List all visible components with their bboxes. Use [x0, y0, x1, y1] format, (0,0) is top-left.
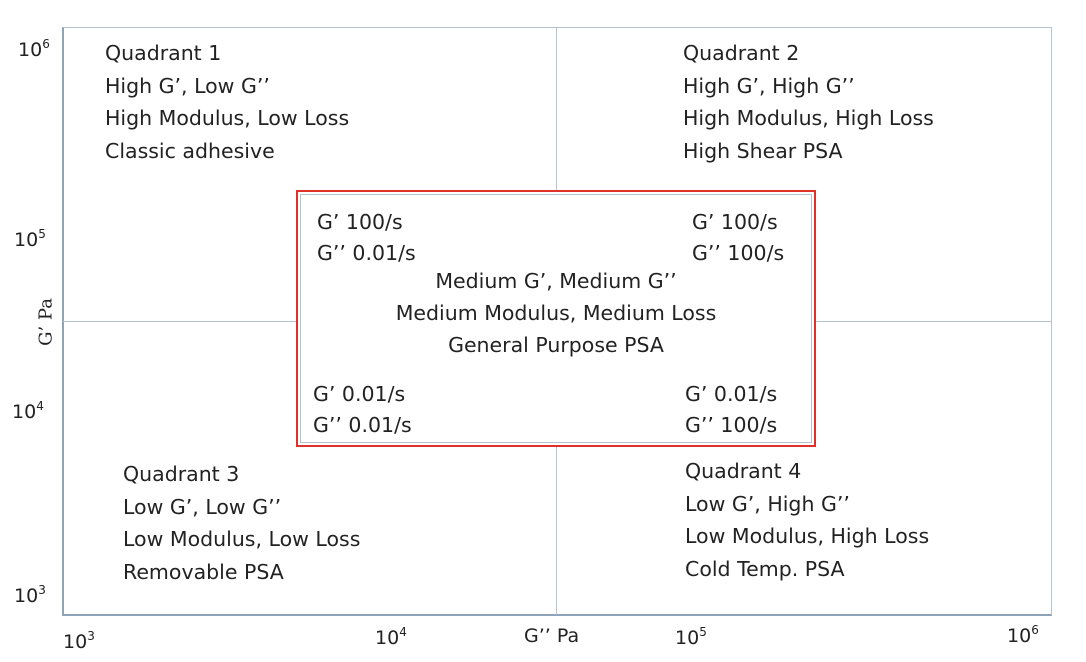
y-tick-1e5: 105: [14, 227, 46, 251]
center-top-left-text: G’ 100/s G’’ 0.01/s: [317, 207, 416, 269]
y-tick-1e4: 104: [12, 399, 44, 423]
center-bottom-right-text: G’ 0.01/s G’’ 100/s: [685, 379, 777, 441]
center-bottom-left-text: G’ 0.01/s G’’ 0.01/s: [313, 379, 412, 441]
x-tick-1e5: 105: [675, 625, 707, 649]
quadrant-3-line: Low Modulus, Low Loss: [123, 527, 361, 551]
center-top-right-text: G’ 100/s G’’ 100/s: [692, 207, 784, 269]
center-bottom-left-line: G’’ 0.01/s: [313, 413, 412, 437]
y-tick-1e3: 103: [14, 583, 46, 607]
quadrant-2-title: Quadrant 2: [683, 41, 800, 65]
x-tick-1e3: 103: [63, 629, 95, 653]
center-top-left-line: G’’ 0.01/s: [317, 241, 416, 265]
quadrant-2-line: High G’, High G’’: [683, 73, 855, 98]
center-middle-line: Medium G’, Medium G’’: [435, 269, 677, 293]
center-bottom-right-line: G’ 0.01/s: [685, 382, 778, 406]
x-axis-label: G’’ Pa: [524, 625, 580, 647]
y-axis-label: G’ Pa: [35, 298, 57, 346]
quadrant-2-text: Quadrant 2 High G’, High G’’ High Modulu…: [683, 37, 934, 167]
quadrant-1-line: High Modulus, Low Loss: [105, 106, 350, 130]
quadrant-4-line: Cold Temp. PSA: [685, 556, 845, 581]
quadrant-2-line: High Modulus, High Loss: [683, 106, 934, 130]
x-tick-1e4: 104: [375, 625, 407, 649]
quadrant-1-line: High G’, Low G’’: [105, 73, 270, 98]
center-top-right-line: G’’ 100/s: [692, 241, 785, 265]
quadrant-4-text: Quadrant 4 Low G’, High G’’ Low Modulus,…: [685, 455, 929, 585]
quadrant-3-title: Quadrant 3: [123, 462, 240, 486]
quadrant-3-line: Low G’, Low G’’: [123, 494, 282, 519]
x-tick-1e6: 106: [1007, 623, 1039, 647]
center-middle-text: Medium G’, Medium G’’ Medium Modulus, Me…: [300, 265, 812, 361]
center-bottom-right-line: G’’ 100/s: [685, 413, 778, 437]
general-purpose-region-border: [296, 190, 816, 447]
quadrant-1-title: Quadrant 1: [105, 41, 222, 65]
quadrant-4-line: Low Modulus, High Loss: [685, 524, 930, 548]
center-middle-line: General Purpose PSA: [448, 333, 664, 357]
y-tick-1e6: 106: [18, 37, 50, 61]
quadrant-4-title: Quadrant 4: [685, 459, 802, 483]
quadrant-1-line: Classic adhesive: [105, 138, 275, 163]
quadrant-4-line: Low G’, High G’’: [685, 491, 850, 516]
quadrant-1-text: Quadrant 1 High G’, Low G’’ High Modulus…: [105, 37, 349, 167]
center-top-left-line: G’ 100/s: [317, 210, 403, 234]
center-bottom-left-line: G’ 0.01/s: [313, 382, 406, 406]
quadrant-3-line: Removable PSA: [123, 559, 284, 584]
quadrant-2-line: High Shear PSA: [683, 138, 843, 163]
general-purpose-region-inner: [300, 194, 812, 443]
quadrant-3-text: Quadrant 3 Low G’, Low G’’ Low Modulus, …: [123, 458, 360, 588]
center-top-right-line: G’ 100/s: [692, 210, 778, 234]
center-middle-line: Medium Modulus, Medium Loss: [395, 301, 717, 325]
